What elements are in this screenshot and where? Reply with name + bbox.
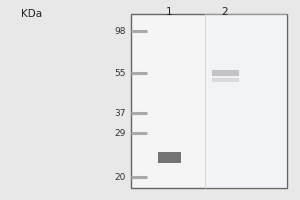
Text: 1: 1 (166, 7, 173, 17)
Text: 98: 98 (115, 26, 126, 36)
Bar (212, 70, 239, 76)
Text: 37: 37 (115, 108, 126, 117)
Bar (158, 152, 181, 162)
Text: 2: 2 (222, 7, 228, 17)
Text: 20: 20 (115, 172, 126, 182)
Text: 29: 29 (115, 129, 126, 138)
Bar (206, 14, 286, 188)
Bar (130, 14, 286, 188)
Text: KDa: KDa (21, 9, 42, 19)
Text: 55: 55 (115, 68, 126, 77)
Bar (212, 78, 239, 82)
